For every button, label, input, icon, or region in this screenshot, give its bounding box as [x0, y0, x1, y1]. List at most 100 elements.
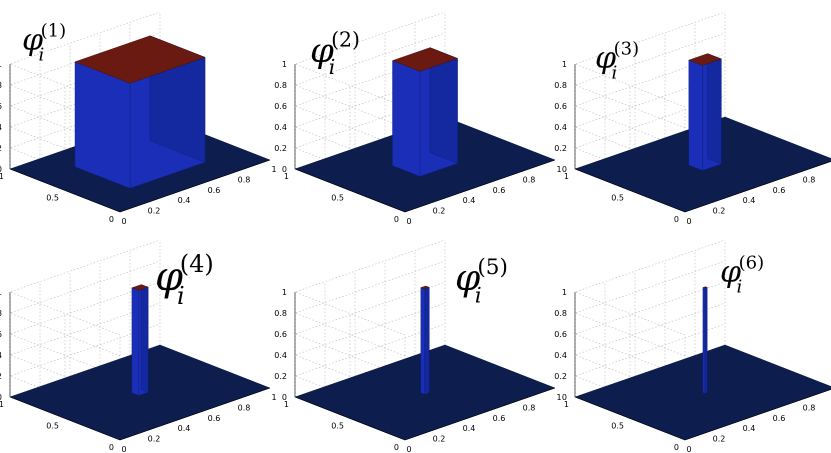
y-tick-label: 0	[674, 215, 679, 224]
x-tick-label: 0.6	[773, 414, 786, 423]
x-tick-label: 0.6	[773, 186, 786, 195]
x-tick-label: 0.6	[208, 186, 221, 195]
x-tick-label: 0.2	[713, 207, 726, 216]
z-tick-label: 1	[282, 60, 287, 69]
z-tick-label: 0.6	[274, 102, 287, 111]
bar-face-top	[391, 47, 459, 72]
title-subscript: i	[475, 284, 482, 309]
x-tick-label: 0.6	[493, 186, 506, 195]
axes	[574, 292, 831, 441]
x-axis-line	[684, 389, 831, 441]
title-superscript: (2)	[331, 28, 360, 52]
surface-bar	[74, 35, 206, 189]
y-tick-label: 1	[284, 400, 289, 409]
x-tick-label: 0	[121, 445, 126, 453]
panel-title: φi (6)	[720, 253, 764, 298]
z-tick-label: 0.8	[0, 81, 2, 90]
axes	[294, 64, 556, 213]
y-tick-label: 1	[564, 172, 569, 181]
x-axis-line	[119, 159, 271, 213]
title-subscript: i	[39, 45, 45, 66]
y-tick-label: 0.5	[611, 194, 624, 203]
z-tick-label: 0	[562, 165, 567, 174]
y-tick-label: 0.5	[46, 422, 59, 431]
x-tick-label: 0.8	[803, 175, 816, 184]
x-tick-label: 1	[556, 393, 561, 402]
y-tick-label: 0	[109, 443, 114, 452]
title-symbol: φ	[595, 41, 616, 76]
gridline-z	[294, 281, 446, 378]
z-tick-label: 1	[562, 288, 567, 297]
x-tick-label: 0.2	[148, 435, 161, 444]
bar-face-left	[392, 60, 421, 177]
title-symbol: φ	[455, 258, 481, 299]
axes	[294, 292, 556, 441]
surface-bar	[391, 47, 459, 177]
title-superscript: (6)	[739, 253, 765, 274]
z-tick-label: 1	[562, 60, 567, 69]
x-axis-line	[119, 387, 271, 441]
z-tick-label: 0.8	[274, 81, 287, 90]
y-tick-label: 0	[394, 443, 399, 452]
z-tick-label: 0.2	[274, 144, 287, 153]
gridline-z	[574, 239, 726, 336]
y-axis-line	[574, 396, 686, 441]
z-tick-label: 1	[282, 288, 287, 297]
z-tick-label: 0.4	[554, 123, 567, 132]
x-tick-label: 0.8	[238, 403, 251, 412]
gridline-z	[574, 281, 726, 378]
gridline-z	[294, 239, 446, 336]
x-tick-label: 1	[556, 165, 561, 174]
x-tick-label: 0.4	[178, 424, 191, 433]
gridline-z	[294, 53, 446, 150]
title-superscript: (5)	[477, 255, 508, 280]
x-axis-line	[684, 161, 831, 213]
x-tick-label: 0.2	[433, 207, 446, 216]
panel-title: φi (3)	[595, 39, 639, 84]
z-tick-label: 0.6	[0, 102, 2, 111]
z-tick-label: 0.6	[274, 330, 287, 339]
gridline-z	[574, 32, 726, 129]
y-tick-label: 0.5	[331, 422, 344, 431]
x-tick-label: 0.2	[148, 207, 161, 216]
x-tick-label: 0.4	[743, 196, 756, 205]
x-tick-label: 0	[406, 445, 411, 453]
bar-face-top	[702, 286, 708, 289]
y-axis-line	[9, 396, 121, 441]
z-tick-label: 0.8	[0, 309, 2, 318]
gridline-z	[574, 260, 726, 357]
x-axis-line	[404, 159, 556, 213]
x-tick-label: 1	[271, 393, 276, 402]
y-axis-line	[574, 168, 686, 213]
title-superscript: (3)	[614, 39, 640, 60]
z-tick-label: 0.8	[274, 309, 287, 318]
title-symbol: φ	[720, 255, 741, 290]
x-tick-label: 0	[686, 445, 691, 453]
bar-face-side	[707, 53, 722, 165]
x-tick-label: 0.4	[463, 424, 476, 433]
x-tick-label: 0.8	[803, 403, 816, 412]
z-tick-label: 0.2	[554, 372, 567, 381]
x-tick-label: 0.4	[178, 196, 191, 205]
gridline-z	[9, 260, 161, 357]
bar-face-top	[688, 53, 722, 66]
surface-bar	[688, 53, 722, 171]
z-tick-label: 1	[0, 60, 2, 69]
title-subscript: i	[329, 55, 336, 79]
title-subscript: i	[612, 63, 618, 84]
bar-face-side	[140, 284, 149, 393]
bar-face-left	[74, 61, 131, 189]
y-tick-label: 0	[394, 215, 399, 224]
x-tick-label: 0.4	[743, 424, 756, 433]
x-tick-label: 0	[406, 217, 411, 226]
z-tick-label: 0.6	[554, 102, 567, 111]
y-axis-line	[294, 396, 406, 441]
y-tick-label: 1	[564, 400, 569, 409]
x-tick-label: 0.4	[463, 196, 476, 205]
